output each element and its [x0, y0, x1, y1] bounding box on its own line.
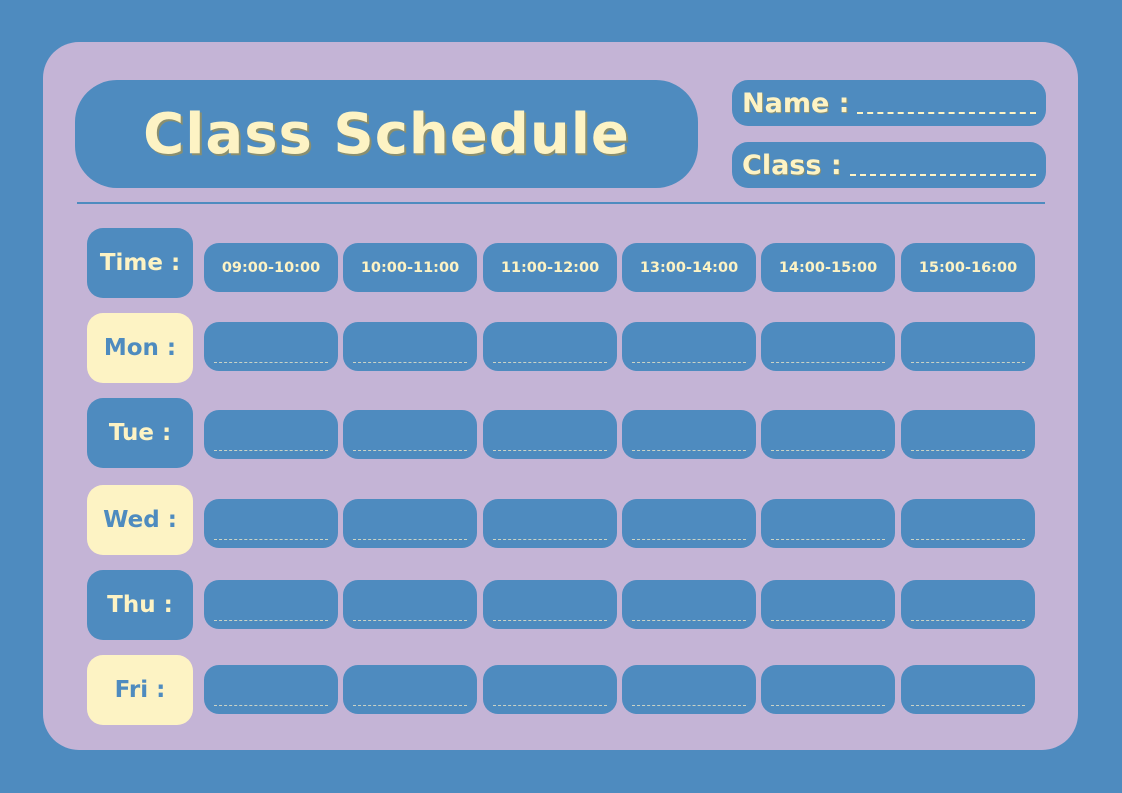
schedule-cell[interactable]	[622, 410, 756, 459]
schedule-cell[interactable]	[761, 499, 895, 548]
day-label: Fri :	[87, 655, 193, 725]
schedule-cell[interactable]	[622, 580, 756, 629]
cell-line	[493, 620, 607, 621]
cell-line	[214, 362, 328, 363]
schedule-cell[interactable]	[204, 580, 338, 629]
cell-line	[353, 705, 467, 706]
cell-line	[353, 450, 467, 451]
cell-line	[911, 362, 1025, 363]
cell-line	[771, 539, 885, 540]
cell-line	[911, 620, 1025, 621]
time-slot-header: 10:00-11:00	[343, 243, 477, 292]
schedule-cell[interactable]	[343, 499, 477, 548]
schedule-cell[interactable]	[901, 665, 1035, 714]
time-header-label: Time :	[87, 228, 193, 298]
cell-line	[214, 620, 328, 621]
day-label: Wed :	[87, 485, 193, 555]
cell-line	[493, 450, 607, 451]
schedule-cell[interactable]	[483, 322, 617, 371]
schedule-cell[interactable]	[761, 580, 895, 629]
cell-line	[911, 450, 1025, 451]
cell-line	[911, 539, 1025, 540]
class-field[interactable]: Class :	[732, 142, 1046, 188]
cell-line	[771, 450, 885, 451]
schedule-cell[interactable]	[204, 499, 338, 548]
divider	[77, 202, 1045, 204]
time-slot-label: 10:00-11:00	[360, 259, 460, 276]
time-slot-label: 09:00-10:00	[221, 259, 321, 276]
cell-line	[214, 539, 328, 540]
schedule-cell[interactable]	[901, 410, 1035, 459]
class-input-line[interactable]	[849, 174, 1036, 176]
schedule-cell[interactable]	[761, 665, 895, 714]
cell-line	[911, 705, 1025, 706]
schedule-cell[interactable]	[483, 499, 617, 548]
cell-line	[632, 705, 746, 706]
time-slot-header: 09:00-10:00	[204, 243, 338, 292]
schedule-cell[interactable]	[901, 580, 1035, 629]
cell-line	[632, 620, 746, 621]
schedule-cell[interactable]	[622, 499, 756, 548]
schedule-cell[interactable]	[343, 580, 477, 629]
name-label: Name :	[742, 87, 850, 119]
title-banner: Class Schedule	[75, 80, 698, 188]
page-title: Class Schedule	[143, 101, 630, 167]
cell-line	[353, 620, 467, 621]
cell-line	[493, 705, 607, 706]
day-label: Mon :	[87, 313, 193, 383]
schedule-cell[interactable]	[901, 499, 1035, 548]
day-label: Thu :	[87, 570, 193, 640]
class-label: Class :	[742, 149, 842, 181]
cell-line	[353, 362, 467, 363]
schedule-cell[interactable]	[483, 665, 617, 714]
schedule-cell[interactable]	[761, 410, 895, 459]
schedule-cell[interactable]	[343, 410, 477, 459]
cell-line	[214, 705, 328, 706]
time-slot-label: 13:00-14:00	[639, 259, 739, 276]
cell-line	[493, 539, 607, 540]
name-field[interactable]: Name :	[732, 80, 1046, 126]
cell-line	[632, 362, 746, 363]
cell-line	[771, 620, 885, 621]
schedule-cell[interactable]	[204, 322, 338, 371]
cell-line	[493, 362, 607, 363]
schedule-cell[interactable]	[761, 322, 895, 371]
cell-line	[771, 705, 885, 706]
schedule-cell[interactable]	[204, 665, 338, 714]
time-slot-header: 15:00-16:00	[901, 243, 1035, 292]
schedule-cell[interactable]	[901, 322, 1035, 371]
schedule-cell[interactable]	[622, 322, 756, 371]
cell-line	[771, 362, 885, 363]
schedule-cell[interactable]	[343, 665, 477, 714]
day-label: Tue :	[87, 398, 193, 468]
schedule-cell[interactable]	[622, 665, 756, 714]
name-input-line[interactable]	[857, 112, 1036, 114]
time-slot-header: 13:00-14:00	[622, 243, 756, 292]
time-slot-label: 11:00-12:00	[500, 259, 600, 276]
time-slot-label: 14:00-15:00	[778, 259, 878, 276]
cell-line	[632, 539, 746, 540]
time-slot-label: 15:00-16:00	[918, 259, 1018, 276]
schedule-cell[interactable]	[483, 410, 617, 459]
schedule-cell[interactable]	[343, 322, 477, 371]
time-slot-header: 11:00-12:00	[483, 243, 617, 292]
cell-line	[632, 450, 746, 451]
cell-line	[353, 539, 467, 540]
schedule-cell[interactable]	[483, 580, 617, 629]
cell-line	[214, 450, 328, 451]
schedule-cell[interactable]	[204, 410, 338, 459]
time-slot-header: 14:00-15:00	[761, 243, 895, 292]
